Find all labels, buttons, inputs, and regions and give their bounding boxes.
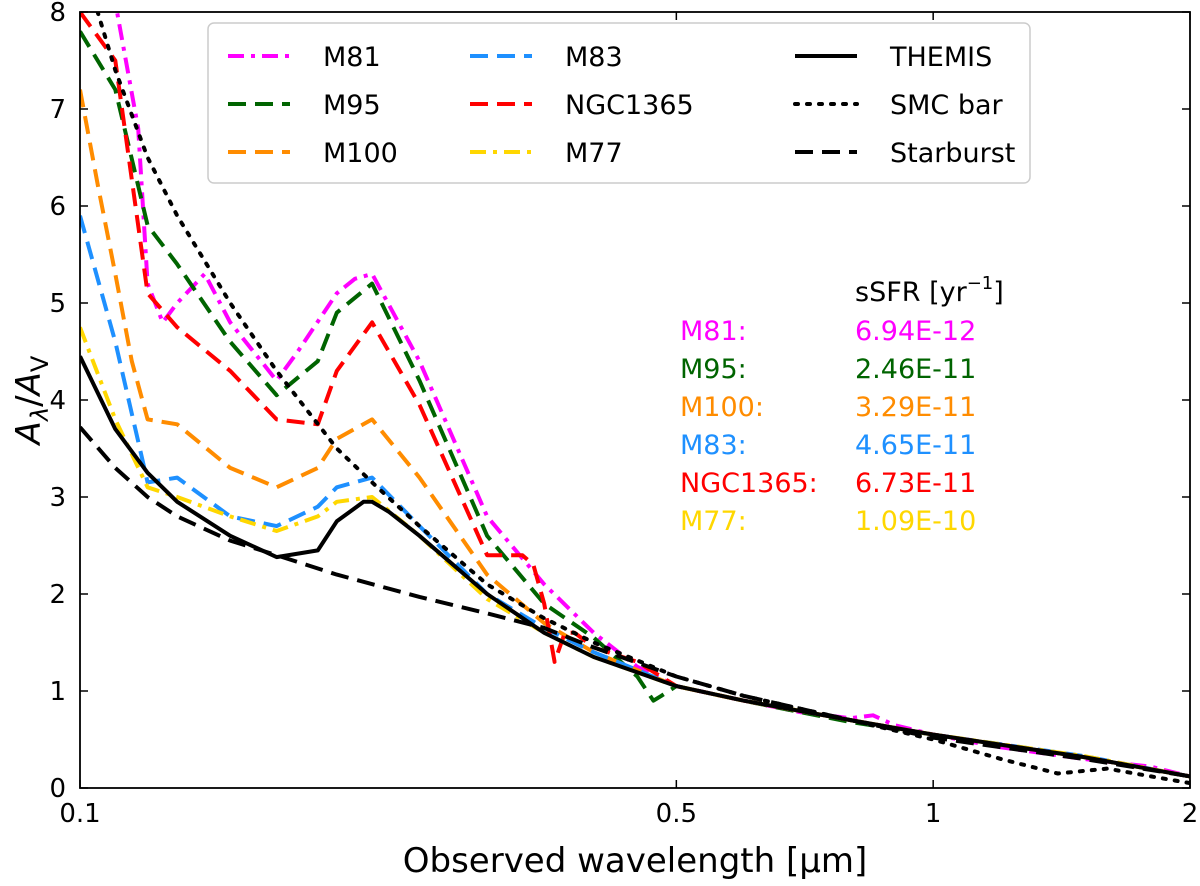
y-axis-title: Aλ/AV: [9, 355, 54, 446]
ssfr-value-m83: 4.65E-11: [855, 430, 976, 461]
ssfr-name-m83: M83:: [680, 430, 747, 461]
ssfr-name-m100: M100:: [680, 392, 764, 423]
y-tick-label: 6: [49, 192, 66, 222]
x-tick-label: 1: [925, 799, 942, 829]
y-tick-label: 8: [49, 0, 66, 28]
y-tick-label: 3: [49, 483, 66, 513]
x-tick-label: 0.5: [656, 799, 697, 829]
y-tick-label: 2: [49, 580, 66, 610]
ssfr-value-m100: 3.29E-11: [855, 392, 976, 423]
legend-label-m81: M81: [323, 42, 381, 73]
series-layer: [80, 12, 1190, 786]
legend-label-starburst: Starburst: [890, 138, 1015, 169]
series-line-smc-bar: [95, 12, 1190, 786]
legend-label-ngc1365: NGC1365: [565, 90, 694, 121]
ssfr-value-m81: 6.94E-12: [855, 316, 976, 347]
ssfr-name-m81: M81:: [680, 316, 747, 347]
legend-label-m83: M83: [565, 42, 623, 73]
legend-label-m100: M100: [323, 138, 398, 169]
x-tick-label: 2: [1182, 799, 1199, 829]
ssfr-name-ngc1365: NGC1365:: [680, 468, 818, 499]
legend-label-themis: THEMIS: [889, 42, 992, 73]
legend-box: [207, 22, 1031, 184]
x-axis-title: Observed wavelength [μm]: [403, 841, 868, 881]
ssfr-value-m77: 1.09E-10: [855, 506, 976, 537]
ssfr-name-m77: M77:: [680, 506, 747, 537]
series-line-themis: [80, 355, 1190, 779]
y-tick-label: 0: [49, 774, 66, 804]
ssfr-value-ngc1365: 6.73E-11: [855, 468, 976, 499]
y-tick-label: 1: [49, 677, 66, 707]
ssfr-header: sSFR [yr−1]: [855, 273, 1004, 308]
legend-label-m77: M77: [565, 138, 623, 169]
x-tick-label: 0.1: [59, 799, 100, 829]
legend-label-smc-bar: SMC bar: [890, 90, 1004, 121]
y-tick-label: 5: [49, 289, 66, 319]
legend: M81 M95 M100 M83 NGC1365 M77 THEMIS SMC bar Star…: [207, 22, 1031, 184]
series-line-m83: [80, 215, 1190, 779]
series-line-starburst: [80, 425, 1190, 779]
y-tick-label: 7: [49, 95, 66, 125]
ticks-layer: 0.1 0.5 1 2 0 1 2 3 4 5 6 7 8: [49, 0, 1198, 829]
ssfr-value-m95: 2.46E-11: [855, 354, 976, 385]
y-tick-label: 4: [49, 386, 66, 416]
legend-label-m95: M95: [323, 90, 381, 121]
ssfr-name-m95: M95:: [680, 354, 747, 385]
ssfr-annotation: sSFR [yr−1] M81: 6.94E-12 M95: 2.46E-11 M100…: [680, 273, 1004, 537]
series-line-m77: [80, 326, 1190, 779]
